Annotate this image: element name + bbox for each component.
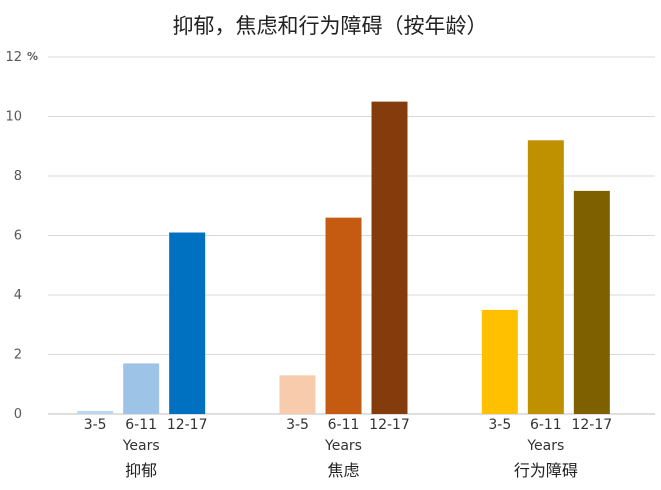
x-category-label: 6-11 — [530, 417, 562, 433]
y-tick-label: 0 — [14, 407, 22, 422]
x-category-label: 3-5 — [84, 417, 107, 433]
y-tick-label: 6 — [14, 229, 22, 244]
bar — [371, 101, 408, 414]
x-sublabel-years: Years — [526, 438, 564, 454]
x-category-label: 6-11 — [328, 417, 360, 433]
x-category-label: 12-17 — [571, 417, 612, 433]
bar — [279, 375, 316, 414]
y-axis-ticks: 0 2 4 6 8 10 12 — [5, 50, 22, 422]
chart-title: 抑郁，焦虑和行为障碍（按年龄） — [173, 14, 488, 38]
bar — [169, 232, 206, 414]
bar — [481, 309, 518, 414]
group-label: 抑郁 — [125, 461, 157, 480]
bar — [77, 411, 114, 414]
x-sublabel-years: Years — [324, 438, 362, 454]
x-category-label: 12-17 — [369, 417, 410, 433]
x-category-label: 12-17 — [167, 417, 208, 433]
group-label: 焦虑 — [327, 461, 359, 480]
y-tick-label: 10 — [5, 110, 22, 125]
y-tick-label: 12 — [5, 50, 22, 65]
x-sublabel-years: Years — [122, 438, 160, 454]
y-tick-label: 2 — [14, 348, 22, 363]
x-category-label: 3-5 — [286, 417, 309, 433]
y-tick-label: 4 — [14, 288, 22, 303]
y-axis-unit-label: % — [27, 50, 38, 63]
bar — [123, 363, 160, 414]
x-category-label: 6-11 — [125, 417, 157, 433]
y-tick-label: 8 — [14, 169, 22, 184]
bars — [77, 101, 610, 415]
bar — [325, 217, 362, 414]
x-category-label: 3-5 — [488, 417, 511, 433]
x-axis-labels: 3-5 6-11 12-17 Years 抑郁 3-5 6-11 12-17 Years 焦虑 3-… — [84, 417, 612, 480]
bar — [527, 140, 564, 415]
group-label: 行为障碍 — [514, 461, 578, 480]
bar — [573, 190, 610, 414]
